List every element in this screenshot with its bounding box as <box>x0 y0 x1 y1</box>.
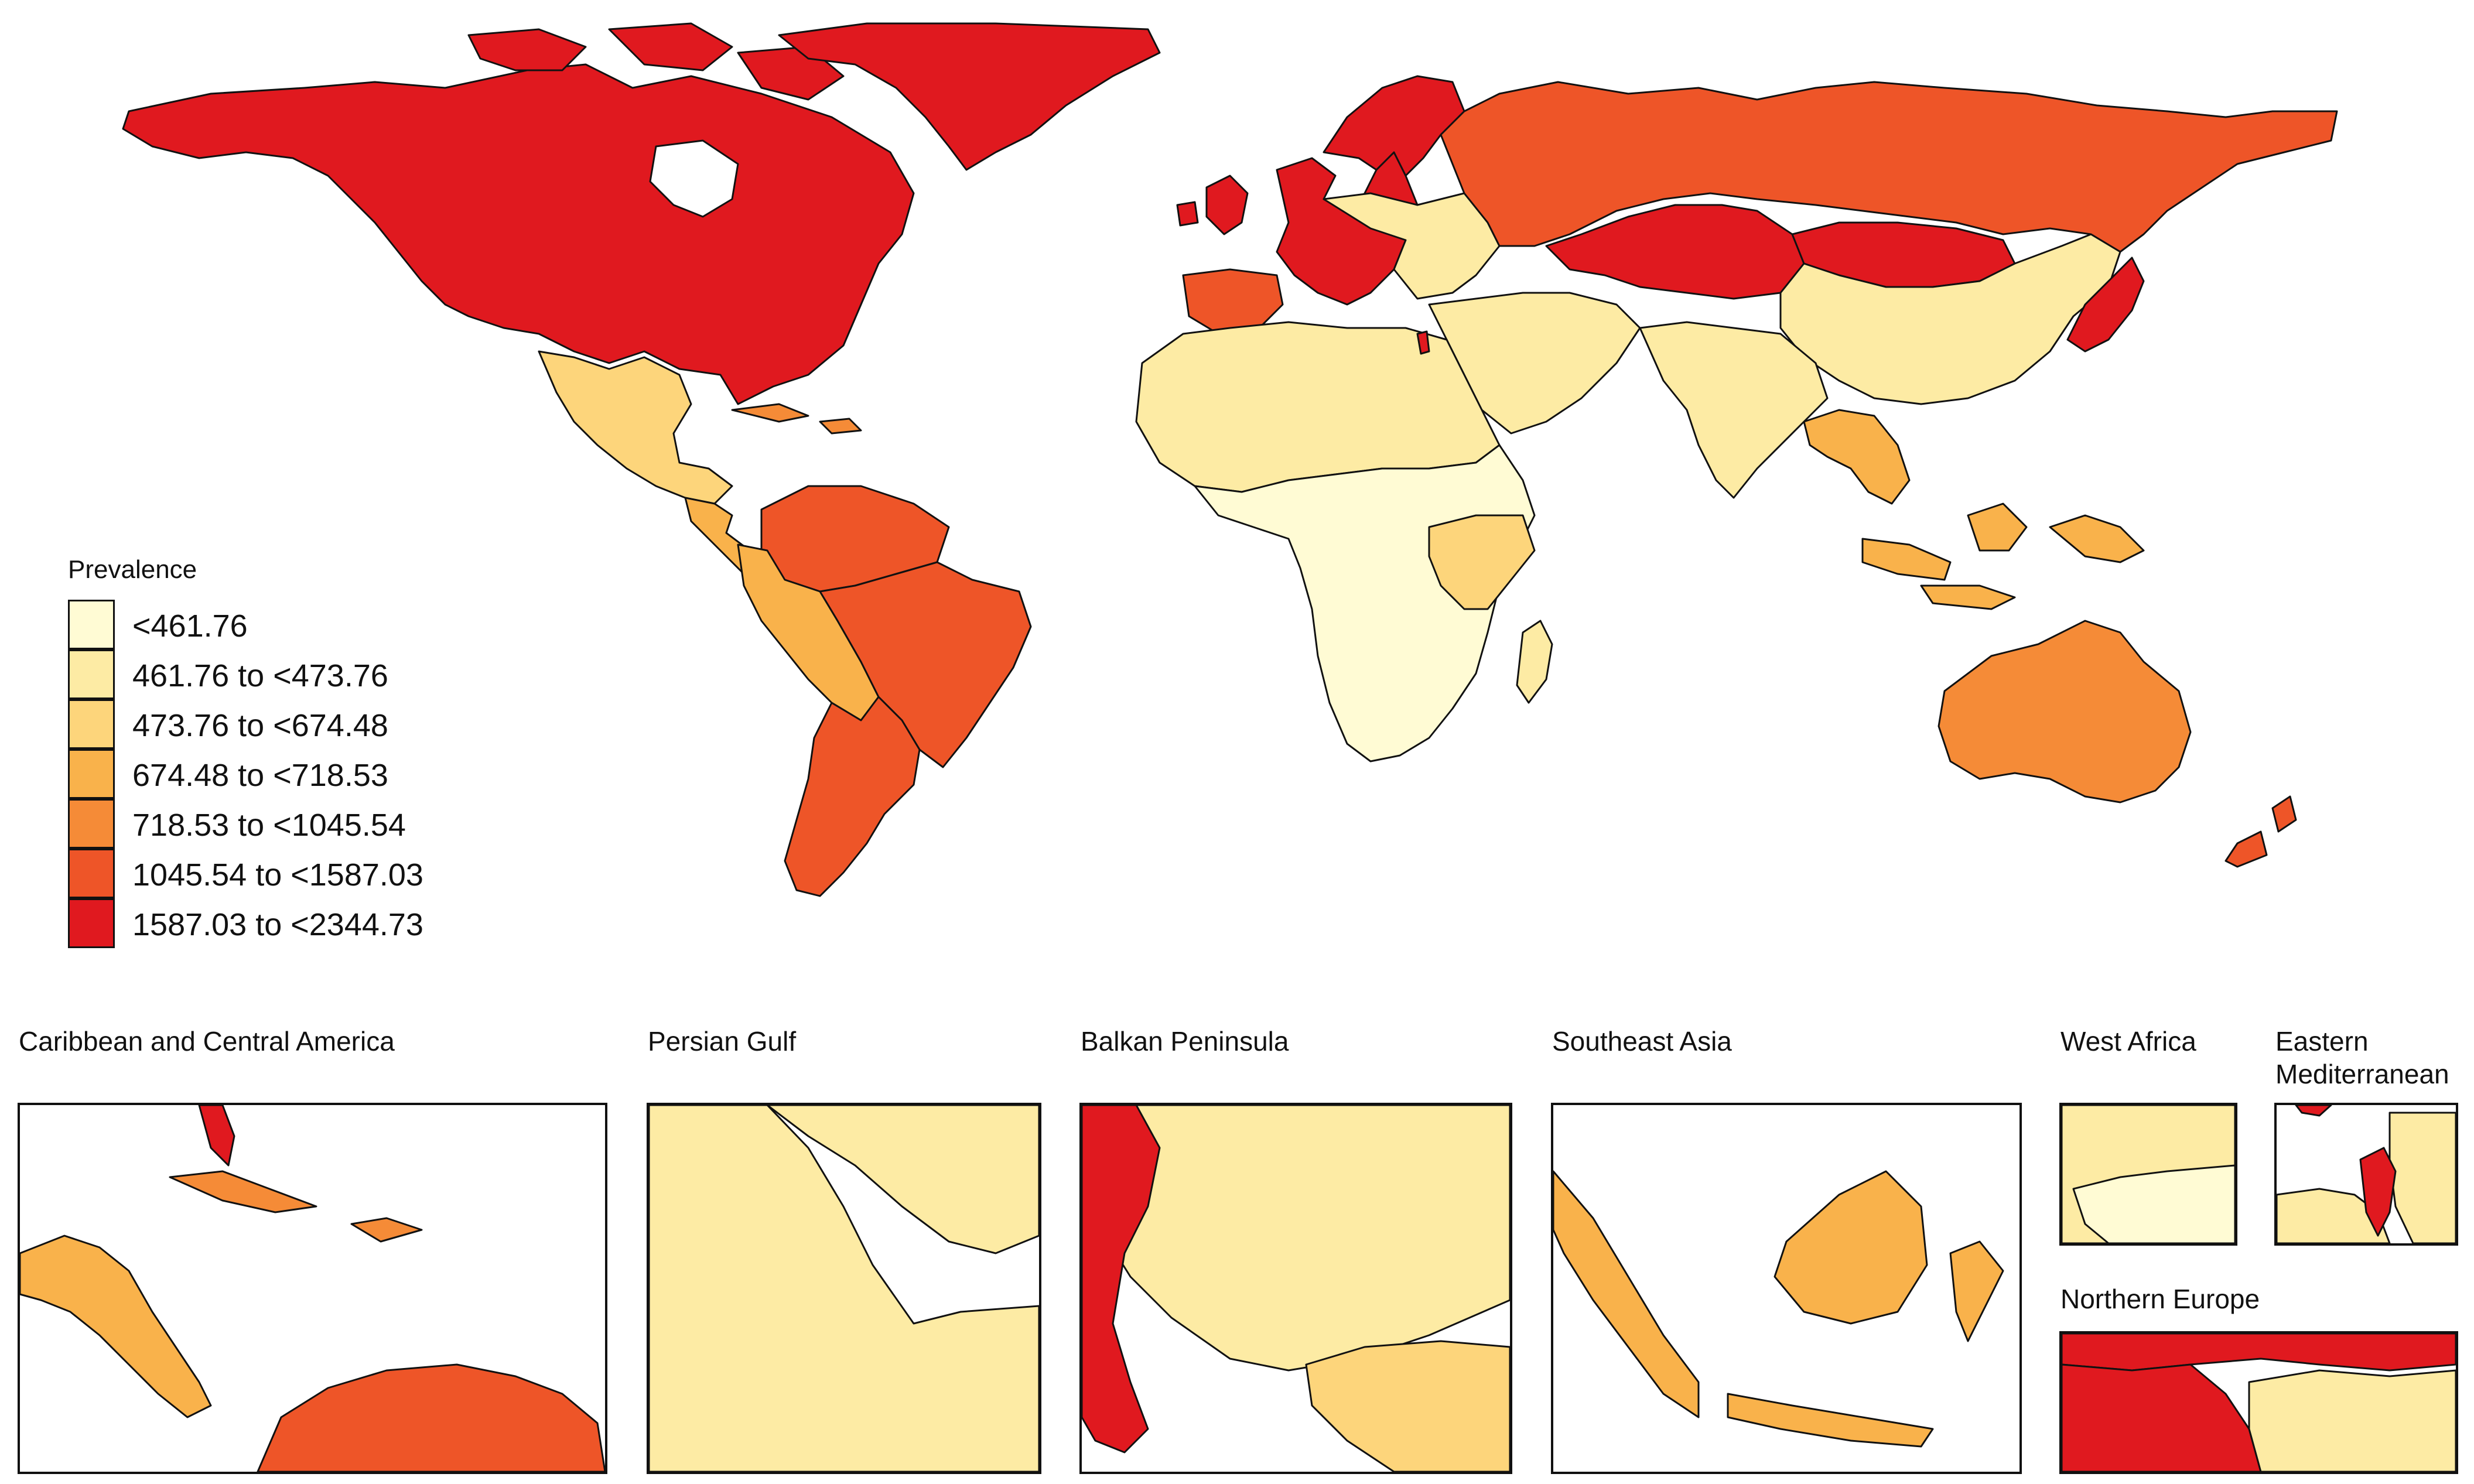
legend-swatch <box>68 799 115 849</box>
legend-swatch <box>68 898 115 948</box>
inset-title-persian-gulf: Persian Gulf <box>648 1026 797 1056</box>
inset-title-west-africa: West Africa <box>2060 1026 2196 1056</box>
legend-label: 473.76 to <674.48 <box>132 708 388 743</box>
region-mexico <box>538 350 733 505</box>
legend-label: 674.48 to <718.53 <box>132 758 388 793</box>
region-caribbean-islands <box>731 403 862 435</box>
legend-swatch <box>68 600 115 649</box>
hudson-bay <box>649 139 739 218</box>
legend-label: <461.76 <box>132 608 248 644</box>
inset-title-caribbean: Caribbean and Central America <box>19 1026 395 1056</box>
region-new-zealand <box>2224 795 2297 868</box>
legend-title: Prevalence <box>68 555 197 584</box>
inset-balkan <box>1079 1103 1512 1474</box>
region-uk <box>1176 175 1249 235</box>
inset-northern-europe <box>2059 1331 2458 1474</box>
region-argentina-chile <box>784 696 921 897</box>
world-map <box>122 22 2338 897</box>
region-greenland <box>778 22 1161 171</box>
legend-label: 1587.03 to <2344.73 <box>132 907 423 942</box>
region-japan <box>2066 257 2145 353</box>
region-australia <box>1937 620 2192 803</box>
region-east-africa <box>1428 514 1536 610</box>
region-north-america <box>122 63 915 405</box>
inset-eastern-med <box>2274 1103 2458 1246</box>
region-indonesia <box>1861 502 2145 610</box>
inset-west-africa <box>2059 1103 2237 1246</box>
region-madagascar <box>1516 620 1553 704</box>
legend-label: 461.76 to <473.76 <box>132 658 388 693</box>
legend-label: 718.53 to <1045.54 <box>132 808 406 843</box>
region-russia <box>1440 81 2338 253</box>
legend-swatch <box>68 649 115 699</box>
inset-title-southeast-asia: Southeast Asia <box>1552 1026 1732 1056</box>
region-southeast-asia <box>1803 409 1911 505</box>
legend-swatch <box>68 699 115 749</box>
inset-persian-gulf <box>647 1103 1041 1474</box>
inset-title-eastern-med: Eastern Mediterranean <box>2275 1026 2449 1089</box>
inset-maps <box>18 1103 2458 1474</box>
inset-southeast-asia <box>1551 1103 2022 1474</box>
inset-caribbean <box>18 1103 607 1474</box>
region-israel <box>1416 330 1430 355</box>
inset-title-balkan: Balkan Peninsula <box>1081 1026 1289 1056</box>
region-eastern-europe <box>1323 192 1501 300</box>
region-india <box>1639 321 1829 499</box>
region-iberia <box>1182 268 1284 335</box>
region-brazil <box>819 561 1032 768</box>
legend-swatch <box>68 849 115 898</box>
inset-title-northern-europe: Northern Europe <box>2060 1284 2260 1314</box>
legend-swatch <box>68 749 115 799</box>
legend-label: 1045.54 to <1587.03 <box>132 857 423 893</box>
